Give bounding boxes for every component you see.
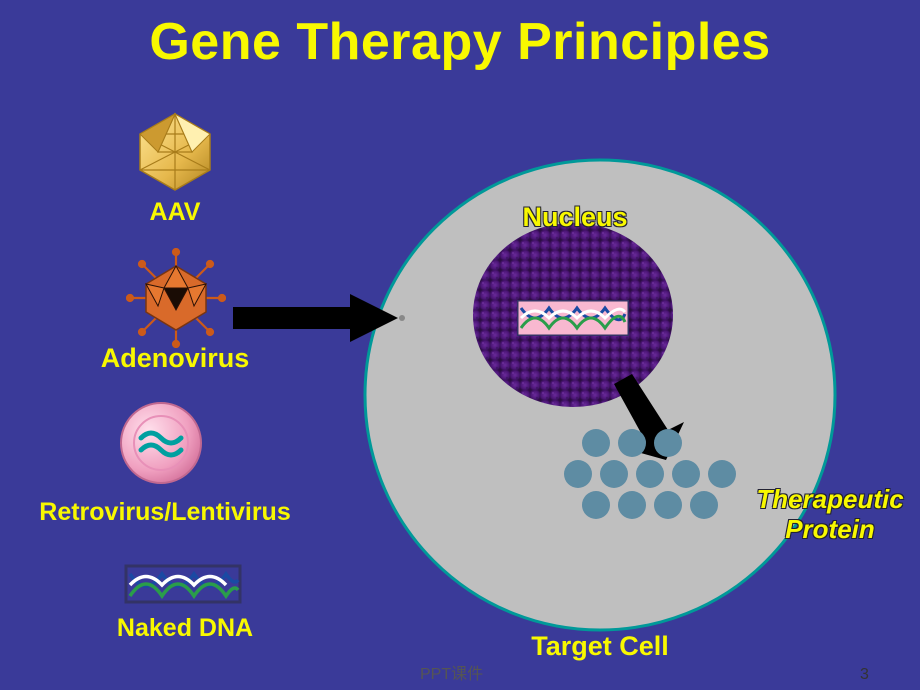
naked-dna-label: Naked DNA (0, 614, 370, 643)
therapeutic-line1: Therapeutic (756, 484, 903, 514)
adenovirus-label: Adenovirus (0, 343, 350, 374)
footer-left: PPT课件 (420, 660, 483, 684)
naked-dna-icon (124, 560, 242, 606)
nucleus-label: Nucleus (450, 202, 700, 233)
adenovirus-icon (126, 248, 226, 348)
therapeutic-line2: Protein (785, 514, 875, 544)
aav-label: AAV (0, 198, 350, 227)
target-cell-label: Target Cell (450, 631, 750, 662)
retrovirus-icon (116, 398, 206, 488)
aav-icon (130, 110, 220, 195)
retrovirus-label: Retrovirus/Lentivirus (0, 498, 330, 527)
page-number: 3 (860, 666, 869, 684)
therapeutic-protein-label: Therapeutic Protein (745, 485, 915, 545)
